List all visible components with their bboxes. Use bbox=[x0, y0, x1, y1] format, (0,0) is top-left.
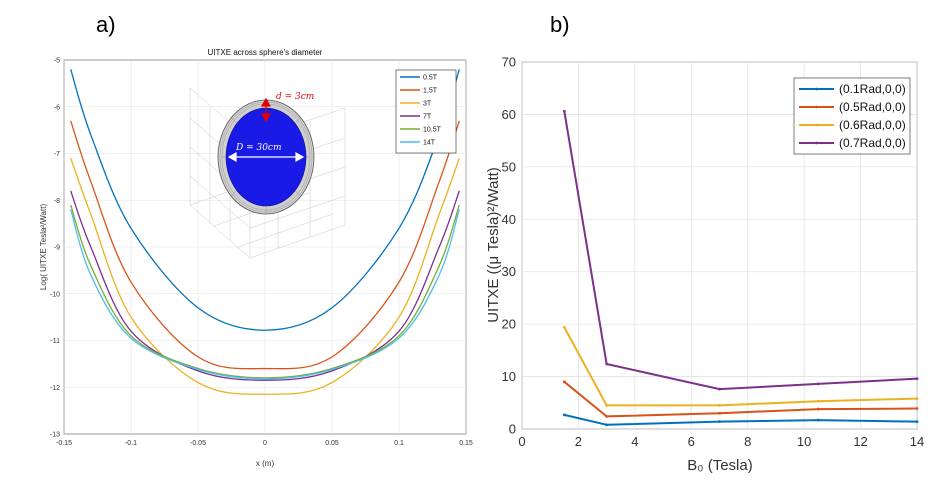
chart-b-point bbox=[605, 423, 609, 427]
chart-b-legend-marker bbox=[815, 105, 818, 109]
chart-a-series-line bbox=[70, 157, 460, 395]
chart-a-series-line bbox=[70, 120, 460, 370]
chart-b-point bbox=[718, 387, 721, 391]
chart-a-legend-label: 14T bbox=[423, 140, 436, 147]
chart-b-ytick: 40 bbox=[502, 212, 516, 227]
chart-b-legend-box bbox=[793, 77, 911, 155]
d-arrow bbox=[260, 97, 272, 123]
chart-a-xtick: 0 bbox=[263, 440, 267, 447]
chart-a-series-line bbox=[70, 204, 460, 379]
chart-b-point bbox=[915, 377, 919, 381]
chart-b-point bbox=[562, 380, 566, 384]
chart-b-legend-label: (0.5Rad,0,0) bbox=[839, 100, 906, 114]
chart-b-xtick: 12 bbox=[853, 434, 867, 449]
chart-b-legend: (0.1Rad,0,0) (0.5Rad,0,0) (0.6Rad,0,0) (0.7… bbox=[793, 77, 911, 155]
chart-a-ytick: -11 bbox=[50, 338, 60, 345]
chart-a-ytick: -7 bbox=[54, 151, 60, 158]
chart-b-xtick: 4 bbox=[631, 434, 638, 449]
chart-a-xtick: -0.1 bbox=[125, 440, 137, 447]
chart-a-xtick: 0.15 bbox=[459, 440, 473, 447]
chart-a-xtick: 0.05 bbox=[325, 440, 339, 447]
chart-b-ylabel: UITXE ((μ Tesla)²/Watt) bbox=[485, 167, 502, 323]
chart-b-ytick: 0 bbox=[509, 422, 516, 437]
chart-a-ticks: -0.15 -0.1 -0.05 0 0.05 0.1 0.15 -13 -12 -11 -10 -9… bbox=[50, 58, 473, 448]
chart-a-xtick: -0.05 bbox=[190, 440, 206, 447]
chart-b-point bbox=[816, 382, 820, 386]
chart-a-legend-label: 0.5T bbox=[423, 75, 438, 82]
chart-b-ytick: 20 bbox=[502, 317, 516, 332]
chart-b-point bbox=[816, 399, 820, 403]
chart-b-legend-marker bbox=[815, 87, 818, 91]
chart-b-point bbox=[605, 404, 609, 407]
panel-b-label: b) bbox=[550, 12, 570, 37]
chart-a-ytick: -12 bbox=[50, 385, 60, 392]
chart-b-xtick: 14 bbox=[910, 434, 924, 449]
chart-b-xtick: 2 bbox=[575, 434, 582, 449]
chart-a-ytick: -5 bbox=[54, 58, 60, 65]
chart-a-ytick: -10 bbox=[50, 291, 60, 298]
chart-b-xtick: 8 bbox=[744, 434, 751, 449]
chart-a-grid bbox=[63, 59, 467, 435]
D-label: D = 30cm bbox=[235, 143, 282, 153]
chart-b-legend-label: (0.7Rad,0,0) bbox=[839, 136, 906, 150]
panel-a-label: a) bbox=[96, 12, 116, 37]
chart-a-series-line bbox=[70, 209, 460, 380]
chart-a-xtick: 0.1 bbox=[394, 440, 404, 447]
chart-b-point bbox=[562, 325, 566, 329]
chart-b-xtick: 6 bbox=[688, 434, 695, 449]
chart-b-legend-label: (0.6Rad,0,0) bbox=[839, 118, 906, 132]
chart-a-legend-label: 10.5T bbox=[423, 127, 442, 134]
chart-a-ytick: -13 bbox=[50, 432, 60, 439]
chart-b-point bbox=[562, 413, 566, 417]
chart-b-ytick: 10 bbox=[502, 369, 516, 384]
chart-a-legend-label: 3T bbox=[423, 101, 432, 108]
chart-b-legend-marker bbox=[815, 123, 818, 127]
D-arrow bbox=[227, 151, 305, 163]
chart-b-legend-label: (0.1Rad,0,0) bbox=[839, 82, 906, 96]
chart-a-legend-box bbox=[395, 69, 457, 154]
chart-b-point bbox=[718, 404, 721, 407]
chart-a-legend: 0.5T 1.5T 3T 7T 10.5T 14T bbox=[395, 69, 457, 154]
chart-a-title: UITXE across sphere's diameter bbox=[208, 48, 323, 57]
chart-a-ylabel: Log( UITXE Tesla²/Watt) bbox=[39, 204, 48, 291]
chart-b-xtick: 0 bbox=[518, 434, 525, 449]
chart-b-point bbox=[816, 407, 820, 411]
sphere-inset: d = 3cm D = 30cm bbox=[189, 87, 346, 259]
d-label: d = 3cm bbox=[276, 92, 314, 102]
chart-a-series-line bbox=[70, 190, 460, 381]
chart-b-point bbox=[718, 411, 721, 415]
chart-b-ytick: 30 bbox=[502, 264, 516, 279]
chart-b-point bbox=[605, 362, 609, 366]
chart-a: -0.15 -0.1 -0.05 0 0.05 0.1 0.15 -13 -12 -11 -10 -9… bbox=[39, 48, 473, 468]
chart-b-xlabel: B₀ (Tesla) bbox=[687, 457, 752, 474]
chart-b-xtick: 10 bbox=[797, 434, 811, 449]
chart-a-ytick: -9 bbox=[54, 245, 60, 252]
chart-b-point bbox=[605, 415, 609, 418]
chart-b-ytick: 60 bbox=[502, 107, 516, 122]
chart-b-series bbox=[562, 109, 919, 427]
chart-a-series-line bbox=[70, 69, 460, 331]
chart-b: 0 2 4 6 8 10 12 14 0 10 20 30 40 50 60 70 B₀ (Tesla) UI… bbox=[485, 55, 924, 475]
chart-b-point bbox=[718, 420, 721, 424]
chart-b-ytick: 50 bbox=[502, 159, 516, 174]
chart-b-point bbox=[915, 397, 919, 400]
chart-a-xlabel: x (m) bbox=[256, 459, 275, 468]
chart-b-legend-marker bbox=[815, 141, 818, 145]
chart-b-point bbox=[562, 109, 566, 113]
chart-a-series bbox=[70, 69, 460, 395]
chart-a-legend-label: 7T bbox=[423, 114, 432, 121]
chart-a-ytick: -8 bbox=[54, 198, 60, 205]
chart-b-point bbox=[915, 407, 919, 410]
chart-b-ticks: 0 2 4 6 8 10 12 14 0 10 20 30 40 50 60 70 bbox=[502, 55, 925, 450]
chart-a-legend-label: 1.5T bbox=[423, 88, 438, 95]
chart-a-ytick: -6 bbox=[54, 104, 60, 111]
chart-b-ytick: 70 bbox=[502, 55, 516, 70]
chart-b-point bbox=[915, 420, 919, 424]
chart-b-point bbox=[816, 418, 820, 422]
chart-a-xtick: -0.15 bbox=[56, 440, 72, 447]
